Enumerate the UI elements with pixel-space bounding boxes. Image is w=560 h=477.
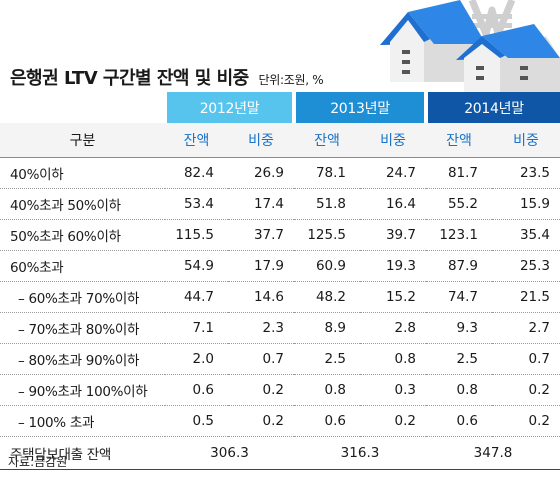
cell-2013-share: 24.7 [360, 157, 426, 189]
cell-2013-share: 16.4 [360, 188, 426, 220]
year-2013-header: 2013년말 [292, 92, 426, 123]
balance-header: 잔액 [426, 123, 492, 158]
header-blank [0, 92, 165, 123]
cell-2012-share: 26.9 [228, 157, 294, 189]
table-row: 50%초과 60%이하 115.5 37.7 125.5 39.7 123.1 … [0, 219, 560, 251]
gubun-header: 구분 [0, 123, 165, 158]
cell-2012-balance: 0.5 [165, 405, 228, 437]
row-label: 40%초과 50%이하 [0, 188, 165, 220]
cell-2013-balance: 0.6 [294, 405, 360, 437]
row-label: – 100% 초과 [0, 405, 165, 437]
balance-header: 잔액 [165, 123, 228, 158]
won-sign-icon [468, 0, 516, 38]
row-label: 40%이하 [0, 157, 165, 189]
table-row: – 70%초과 80%이하 7.1 2.3 8.9 2.8 9.3 2.7 [0, 312, 560, 344]
cell-2012-balance: 54.9 [165, 250, 228, 282]
cell-2014-share: 35.4 [492, 219, 560, 251]
page-title: 은행권 LTV 구간별 잔액 및 비중 단위:조원, % [10, 64, 324, 90]
balance-header: 잔액 [294, 123, 360, 158]
year-2014-header: 2014년말 [424, 92, 560, 123]
cell-2014-balance: 0.6 [426, 405, 492, 437]
cell-2013-balance: 8.9 [294, 312, 360, 344]
cell-2013-share: 15.2 [360, 281, 426, 313]
cell-2012-balance: 115.5 [165, 219, 228, 251]
cell-2012-balance: 0.6 [165, 374, 228, 406]
cell-2014-balance: 2.5 [426, 343, 492, 375]
total-row: 주택담보대출 잔액 306.3 316.3 347.8 [0, 436, 560, 470]
cell-2014-balance: 81.7 [426, 157, 492, 189]
cell-2012-share: 14.6 [228, 281, 294, 313]
table-row: 40%이하 82.4 26.9 78.1 24.7 81.7 23.5 [0, 157, 560, 189]
row-label: 50%초과 60%이하 [0, 219, 165, 251]
share-header: 비중 [228, 123, 294, 158]
cell-2013-balance: 51.8 [294, 188, 360, 220]
cell-2014-share: 0.2 [492, 374, 560, 406]
cell-2012-balance: 44.7 [165, 281, 228, 313]
cell-2012-share: 0.7 [228, 343, 294, 375]
total-2013: 316.3 [294, 436, 426, 470]
table-row: – 90%초과 100%이하 0.6 0.2 0.8 0.3 0.8 0.2 [0, 374, 560, 406]
cell-2012-share: 2.3 [228, 312, 294, 344]
house-icon [380, 0, 560, 92]
cell-2013-balance: 2.5 [294, 343, 360, 375]
cell-2012-share: 17.4 [228, 188, 294, 220]
cell-2012-share: 17.9 [228, 250, 294, 282]
table-row: – 100% 초과 0.5 0.2 0.6 0.2 0.6 0.2 [0, 405, 560, 437]
row-label: – 60%초과 70%이하 [0, 281, 165, 313]
cell-2014-balance: 0.8 [426, 374, 492, 406]
cell-2014-share: 15.9 [492, 188, 560, 220]
total-2014: 347.8 [426, 436, 560, 470]
ltv-table: 2012년말 2013년말 2014년말 구분 잔액 비중 잔액 비중 잔액 비… [0, 92, 560, 470]
cell-2013-share: 2.8 [360, 312, 426, 344]
table-row: 40%초과 50%이하 53.4 17.4 51.8 16.4 55.2 15.… [0, 188, 560, 220]
table-row: – 60%초과 70%이하 44.7 14.6 48.2 15.2 74.7 2… [0, 281, 560, 313]
row-label: – 90%초과 100%이하 [0, 374, 165, 406]
total-2012: 306.3 [165, 436, 294, 470]
cell-2012-balance: 53.4 [165, 188, 228, 220]
year-2012-header: 2012년말 [163, 92, 294, 123]
cell-2013-balance: 0.8 [294, 374, 360, 406]
cell-2013-balance: 60.9 [294, 250, 360, 282]
cell-2013-share: 0.3 [360, 374, 426, 406]
cell-2014-balance: 74.7 [426, 281, 492, 313]
column-header-row: 구분 잔액 비중 잔액 비중 잔액 비중 [0, 123, 560, 158]
cell-2013-balance: 78.1 [294, 157, 360, 189]
cell-2014-share: 0.7 [492, 343, 560, 375]
cell-2012-share: 37.7 [228, 219, 294, 251]
share-header: 비중 [360, 123, 426, 158]
year-header-row: 2012년말 2013년말 2014년말 [0, 92, 560, 123]
cell-2013-share: 0.2 [360, 405, 426, 437]
cell-2012-balance: 7.1 [165, 312, 228, 344]
cell-2014-balance: 123.1 [426, 219, 492, 251]
cell-2014-share: 25.3 [492, 250, 560, 282]
cell-2013-share: 39.7 [360, 219, 426, 251]
title-text: 은행권 LTV 구간별 잔액 및 비중 [10, 68, 249, 89]
cell-2014-share: 23.5 [492, 157, 560, 189]
cell-2013-balance: 125.5 [294, 219, 360, 251]
cell-2014-balance: 9.3 [426, 312, 492, 344]
cell-2013-share: 0.8 [360, 343, 426, 375]
table-row: 60%초과 54.9 17.9 60.9 19.3 87.9 25.3 [0, 250, 560, 282]
cell-2012-balance: 82.4 [165, 157, 228, 189]
unit-note: 단위:조원, % [258, 73, 324, 87]
cell-2012-share: 0.2 [228, 405, 294, 437]
total-label: 주택담보대출 잔액 [0, 436, 165, 470]
share-header: 비중 [492, 123, 560, 158]
cell-2014-share: 21.5 [492, 281, 560, 313]
cell-2014-balance: 55.2 [426, 188, 492, 220]
cell-2013-balance: 48.2 [294, 281, 360, 313]
cell-2014-share: 2.7 [492, 312, 560, 344]
cell-2012-balance: 2.0 [165, 343, 228, 375]
row-label: – 80%초과 90%이하 [0, 343, 165, 375]
cell-2014-share: 0.2 [492, 405, 560, 437]
row-label: 60%초과 [0, 250, 165, 282]
row-label: – 70%초과 80%이하 [0, 312, 165, 344]
cell-2013-share: 19.3 [360, 250, 426, 282]
cell-2012-share: 0.2 [228, 374, 294, 406]
source-note: 자료:금감원 [8, 455, 68, 469]
cell-2014-balance: 87.9 [426, 250, 492, 282]
table-row: – 80%초과 90%이하 2.0 0.7 2.5 0.8 2.5 0.7 [0, 343, 560, 375]
